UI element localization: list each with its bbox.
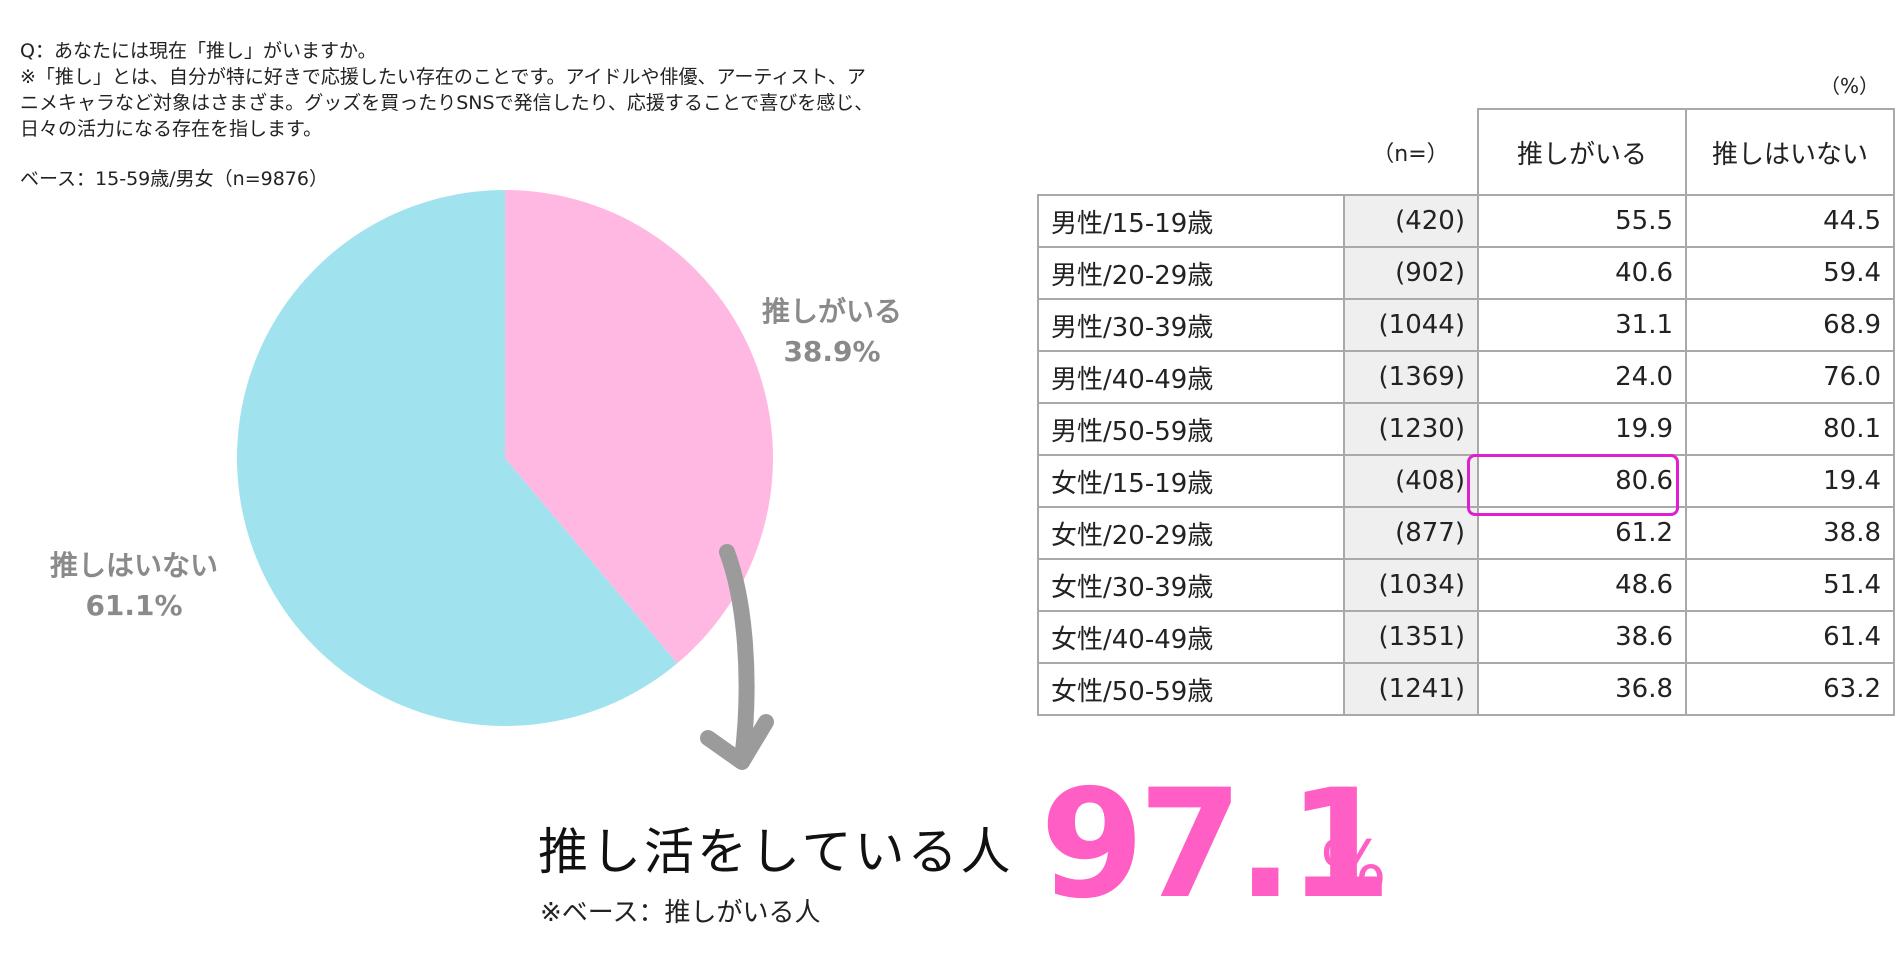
callout-unit: % <box>1320 826 1387 908</box>
row-value-yes: 24.0 <box>1477 350 1687 404</box>
table-row: 男性/40-49歳 (1369) 24.0 76.0 <box>1037 350 1895 404</box>
row-n-value: (420) <box>1343 194 1479 248</box>
callout-caption: 推し活をしている人 <box>538 823 1014 881</box>
question-line: 日々の活力になる存在を指します。 <box>20 118 323 140</box>
question-line: ニメキャラなど対象はさまざま。グッズを買ったりSNSで発信したり、応援することで… <box>20 92 874 114</box>
callout-number: 97.1 <box>1040 758 1392 932</box>
column-header-yes: 推しがいる <box>1477 108 1687 196</box>
row-value-yes: 38.6 <box>1477 610 1687 664</box>
row-n-value: (1351) <box>1343 610 1479 664</box>
table-row: 女性/40-49歳 (1351) 38.6 61.4 <box>1037 610 1895 664</box>
question-line: ※「推し」とは、自分が特に好きで応援したい存在のことです。アイドルや俳優、アーテ… <box>20 66 866 88</box>
highlight-box <box>1467 454 1679 516</box>
row-n-value: (902) <box>1343 246 1479 300</box>
row-value-no: 44.5 <box>1685 194 1895 248</box>
pie-slice-label: 推しはいない <box>50 549 219 582</box>
row-value-no: 59.4 <box>1685 246 1895 300</box>
table-row: 男性/50-59歳 (1230) 19.9 80.1 <box>1037 402 1895 456</box>
base-label: ベース：15-59歳/男女（n=9876） <box>20 168 328 190</box>
table-header-row: （n=） 推しがいる 推しはいない <box>1038 108 1895 196</box>
row-value-no: 76.0 <box>1685 350 1895 404</box>
row-group-label: 女性/40-49歳 <box>1037 610 1345 664</box>
row-value-no: 61.4 <box>1685 610 1895 664</box>
row-value-yes: 40.6 <box>1477 246 1687 300</box>
question-line: Q：あなたには現在「推し」がいますか。 <box>20 40 377 62</box>
row-n-value: (408) <box>1343 454 1479 508</box>
table-row: 男性/15-19歳 (420) 55.5 44.5 <box>1037 194 1895 248</box>
row-value-yes: 36.8 <box>1477 662 1687 716</box>
row-n-value: (1044) <box>1343 298 1479 352</box>
row-group-label: 女性/50-59歳 <box>1037 662 1345 716</box>
row-group-label: 男性/50-59歳 <box>1037 402 1345 456</box>
pie-slice-1 <box>237 190 678 727</box>
pie-slice-label: 推しがいる <box>762 295 903 328</box>
row-group-label: 女性/15-19歳 <box>1037 454 1345 508</box>
row-n-value: (877) <box>1343 506 1479 560</box>
row-value-yes: 55.5 <box>1477 194 1687 248</box>
row-group-label: 女性/20-29歳 <box>1037 506 1345 560</box>
pie-slice-value: 38.9% <box>783 335 881 368</box>
table-body: 男性/15-19歳 (420) 55.5 44.5 男性/20-29歳 (902) 40.6… <box>1037 194 1895 716</box>
row-value-no: 68.9 <box>1685 298 1895 352</box>
row-n-value: (1034) <box>1343 558 1479 612</box>
n-header: （n=） <box>1372 141 1449 167</box>
pie-slice-value: 61.1% <box>85 589 183 622</box>
callout-base-note: ※ベース：推しがいる人 <box>540 898 821 928</box>
unit-label: （%） <box>1820 74 1880 98</box>
pie-slice-0 <box>505 190 773 664</box>
row-group-label: 女性/30-39歳 <box>1037 558 1345 612</box>
row-n-value: (1230) <box>1343 402 1479 456</box>
row-n-value: (1241) <box>1343 662 1479 716</box>
row-n-value: (1369) <box>1343 350 1479 404</box>
row-group-label: 男性/20-29歳 <box>1037 246 1345 300</box>
row-group-label: 男性/15-19歳 <box>1037 194 1345 248</box>
table-row: 女性/30-39歳 (1034) 48.6 51.4 <box>1037 558 1895 612</box>
row-value-no: 80.1 <box>1685 402 1895 456</box>
column-header-no: 推しはいない <box>1685 108 1895 196</box>
row-value-yes: 48.6 <box>1477 558 1687 612</box>
row-value-no: 38.8 <box>1685 506 1895 560</box>
table-row: 女性/20-29歳 (877) 61.2 38.8 <box>1037 506 1895 560</box>
breakdown-table: （n=） 推しがいる 推しはいない 男性/15-19歳 (420) 55.5 44.5… <box>1037 108 1895 716</box>
pie-label-no: 推しはいない 61.1% <box>50 546 218 626</box>
question-text: Q：あなたには現在「推し」がいますか。 ※「推し」とは、自分が特に好きで応援した… <box>20 38 1010 142</box>
row-group-label: 男性/30-39歳 <box>1037 298 1345 352</box>
row-value-yes: 31.1 <box>1477 298 1687 352</box>
table-row: 男性/30-39歳 (1044) 31.1 68.9 <box>1037 298 1895 352</box>
row-value-no: 19.4 <box>1685 454 1895 508</box>
row-value-no: 51.4 <box>1685 558 1895 612</box>
table-row: 女性/15-19歳 (408) 80.6 19.4 <box>1037 454 1895 508</box>
row-group-label: 男性/40-49歳 <box>1037 350 1345 404</box>
table-row: 女性/50-59歳 (1241) 36.8 63.2 <box>1037 662 1895 716</box>
table-row: 男性/20-29歳 (902) 40.6 59.4 <box>1037 246 1895 300</box>
pie-label-yes: 推しがいる 38.9% <box>762 292 902 372</box>
row-value-no: 63.2 <box>1685 662 1895 716</box>
